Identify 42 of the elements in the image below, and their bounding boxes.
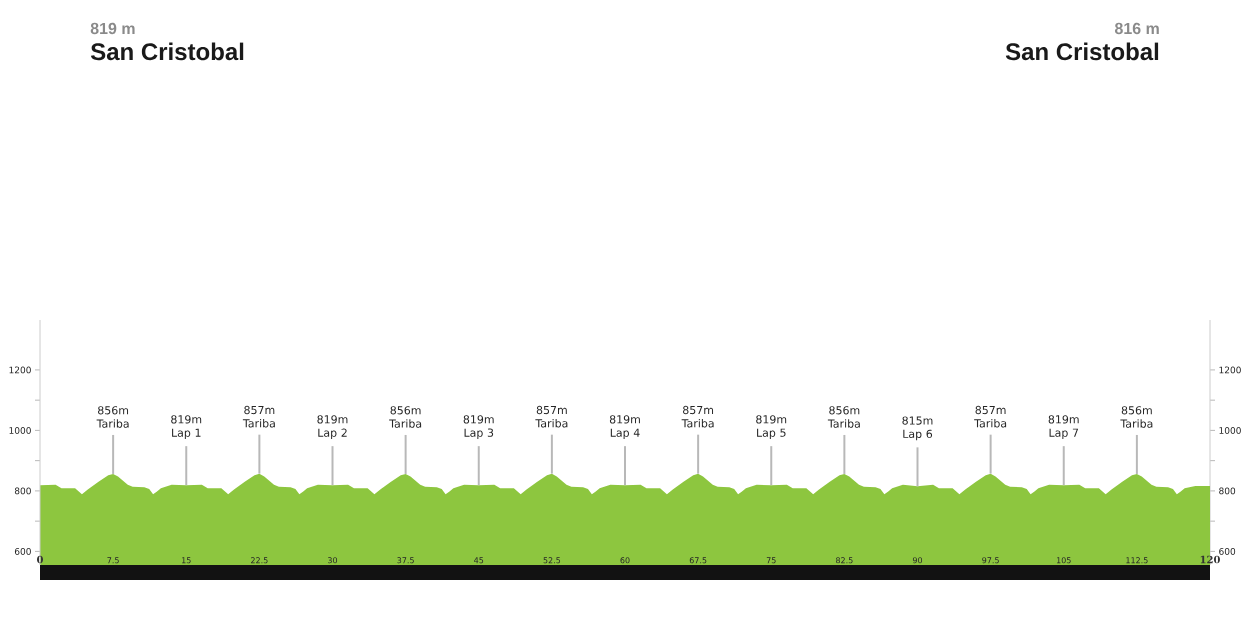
- x-tick-label: 15: [182, 557, 191, 564]
- x-tick-label: 60: [620, 557, 630, 564]
- x-tick-label: 52.5: [543, 557, 561, 564]
- text: San Cristobal: [1005, 42, 1159, 61]
- annotation: 857m Tariba: [535, 405, 568, 428]
- annotation: 857m Tariba: [974, 405, 1007, 428]
- x-tick-label: 7.5: [107, 557, 119, 564]
- x-tick-label: 105: [1056, 557, 1071, 564]
- y-tick-label: 800: [14, 487, 31, 495]
- annotation: 819m Lap 4: [609, 415, 640, 439]
- x-tick-label: 45: [474, 557, 484, 564]
- y-tick-label: 600: [14, 547, 31, 555]
- y2-tick-label: 600: [1219, 547, 1236, 555]
- x-tick-label: 75: [766, 557, 776, 564]
- x-tick-label: 22.5: [251, 557, 268, 564]
- text: 816 m: [1114, 22, 1159, 35]
- x-tick-label: 67.5: [689, 557, 707, 564]
- x-tick-label: 37.5: [397, 557, 414, 564]
- x-tick-label: 97.5: [982, 557, 999, 564]
- y2-tick-label: 1000: [1219, 427, 1241, 434]
- annotation: 819m Lap 7: [1048, 415, 1079, 439]
- annotation: 856m Tariba: [827, 406, 860, 428]
- x-tick-label: 82.5: [836, 557, 853, 564]
- y-tick-label: 1000: [9, 427, 31, 434]
- annotation: 856m Tariba: [389, 406, 422, 428]
- annotation: 819m Lap 2: [317, 415, 348, 439]
- annotation: 856m Tariba: [1120, 406, 1153, 428]
- y-tick-label: 1200: [9, 366, 31, 374]
- annotation: 857m Tariba: [681, 405, 714, 428]
- annotation: 856m Tariba: [96, 406, 129, 428]
- annotation: 857m Tariba: [242, 405, 275, 428]
- annotation: 819m Lap 1: [171, 415, 202, 439]
- annotation: 815m Lap 6: [902, 416, 933, 441]
- text: 819 m: [90, 22, 135, 35]
- annotation: 819m Lap 5: [756, 415, 787, 439]
- text: San Cristobal: [90, 42, 244, 61]
- y2-tick-label: 800: [1219, 487, 1236, 495]
- annotation: 819m Lap 3: [463, 415, 494, 439]
- x-tick-label: 90: [912, 557, 923, 564]
- x-tick-label: 30: [328, 557, 338, 564]
- x-tick-label: 112.5: [1126, 557, 1148, 564]
- y2-tick-label: 1200: [1219, 366, 1241, 374]
